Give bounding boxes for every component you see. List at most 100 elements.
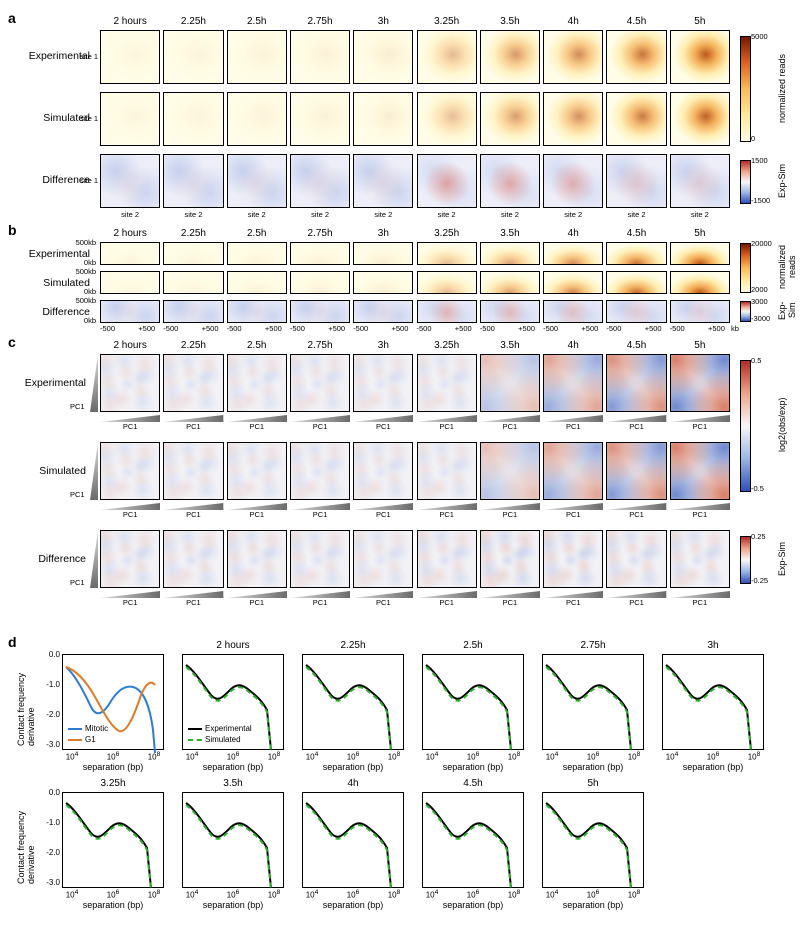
time-label: 5h [670,340,730,351]
time-label: 2.5h [227,340,287,351]
diffmap-b [417,300,477,323]
chart-xlabel: separation (bp) [62,900,164,910]
time-label: 4.5h [606,16,666,27]
axis-label: PC1 [670,598,730,607]
axis-label: PC1 [290,510,350,519]
axis-tick: 104 [540,751,564,762]
axis-label: PC1 [543,598,603,607]
time-label: 3.25h [417,340,477,351]
chart-exp-sim [542,792,644,888]
time-label: 3.25h [417,16,477,27]
axis-label: site 2 [480,210,540,219]
chart-title: 2 hours [182,640,284,651]
heatmap-b [163,242,223,265]
heatmap-b [417,242,477,265]
axis-label: site 1 [66,52,98,61]
chart-mitotic-g1 [62,654,164,750]
pc1-axis-triangle [227,414,287,421]
chart-title: 5h [542,778,644,789]
diffmap-a [543,154,603,208]
pc1-axis-triangle [90,530,98,588]
axis-label: PC1 [353,422,413,431]
heatmap-a [606,92,666,146]
axis-tick: -500 [543,324,558,333]
saddle-diff [670,530,730,588]
axis-label: PC1 [100,422,160,431]
axis-label: site 2 [227,210,287,219]
saddle-diff [480,530,540,588]
saddle-cell [606,442,666,500]
axis-tick: 108 [142,751,166,762]
chart-xlabel: separation (bp) [302,900,404,910]
pc1-axis-triangle [353,414,413,421]
axis-tick: 108 [262,751,286,762]
axis-tick: 104 [300,751,324,762]
time-label: 3h [353,340,413,351]
chart-title: 4.5h [422,778,524,789]
axis-label: PC1 [480,510,540,519]
axis-tick: 108 [742,751,766,762]
chart-exp-sim [422,792,524,888]
diffmap-a [606,154,666,208]
axis-tick: 106 [341,889,365,900]
axis-tick: 108 [502,751,526,762]
axis-label: PC1 [227,422,287,431]
axis-label: PC1 [670,510,730,519]
axis-tick: -3.0 [36,740,60,749]
colorbar [740,243,751,293]
heatmap-b [290,271,350,294]
axis-label: PC1 [606,598,666,607]
heatmap-a [353,92,413,146]
axis-tick: 104 [60,889,84,900]
saddle-diff [290,442,350,500]
heatmap-b [290,242,350,265]
axis-tick: 106 [461,889,485,900]
chart-xlabel: separation (bp) [542,762,644,772]
axis-label: PC1 [606,422,666,431]
colorbar-label: normalized reads [777,243,797,291]
chart-xlabel: separation (bp) [662,762,764,772]
axis-label: PC1 [543,422,603,431]
axis-label: PC1 [70,578,85,587]
diffmap-b [606,300,666,323]
colorbar [740,536,751,584]
colorbar-label: Exp-Sim [777,301,797,320]
chart-title: 2.5h [422,640,524,651]
pc1-axis-triangle [163,414,223,421]
axis-label: site 2 [417,210,477,219]
pc1-axis-triangle [100,502,160,509]
axis-tick: 106 [101,751,125,762]
chart-exp-sim [662,654,764,750]
chart-exp-sim [302,654,404,750]
heatmap-b [606,242,666,265]
axis-tick: 104 [540,889,564,900]
legend-label: Mitotic [85,724,108,733]
pc1-axis-triangle [543,590,603,597]
axis-tick: 106 [221,889,245,900]
axis-label: PC1 [417,598,477,607]
legend-label: Simulated [205,735,241,744]
axis-tick: 106 [221,751,245,762]
axis-label: PC1 [70,490,85,499]
axis-label: site 2 [606,210,666,219]
time-label: 4h [543,340,603,351]
panel-label-a: a [8,10,16,26]
axis-label: PC1 [353,510,413,519]
axis-label: site 2 [163,210,223,219]
axis-tick: +500 [202,324,219,333]
saddle-cell [480,442,540,500]
axis-tick: 104 [420,751,444,762]
heatmap-a [670,92,730,146]
axis-tick: +500 [581,324,598,333]
saddle-diff [353,442,413,500]
axis-tick: -500 [417,324,432,333]
chart-xlabel: separation (bp) [422,900,524,910]
axis-label: PC1 [163,422,223,431]
axis-label: PC1 [227,598,287,607]
axis-tick: -500 [163,324,178,333]
row-label-experimental: Experimental [6,377,86,389]
saddle-diff [163,442,223,500]
axis-tick: 0kb [64,258,96,267]
pc1-axis-triangle [543,414,603,421]
chart-xlabel: separation (bp) [182,762,284,772]
